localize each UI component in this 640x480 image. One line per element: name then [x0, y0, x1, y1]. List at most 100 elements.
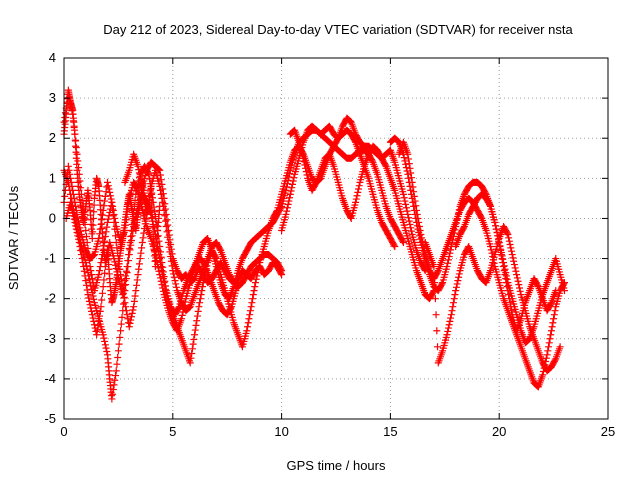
data-point [162, 222, 170, 230]
data-point [69, 212, 77, 220]
plot-frame [63, 57, 609, 420]
data-point [511, 264, 519, 272]
data-point [406, 164, 414, 172]
data-point [104, 218, 112, 226]
data-point [178, 311, 186, 319]
data-point [128, 232, 136, 240]
data-point [123, 263, 131, 271]
data-point [88, 289, 96, 297]
data-point [132, 190, 140, 198]
data-point [432, 311, 440, 319]
x-tick-label: 15 [383, 424, 397, 439]
data-point [449, 303, 457, 311]
data-point [405, 155, 413, 163]
data-point [122, 303, 130, 311]
data-point [68, 182, 76, 190]
data-point [137, 249, 145, 257]
data-point [212, 253, 220, 261]
data-point [122, 307, 130, 315]
data-point [492, 222, 500, 230]
data-point [282, 210, 290, 218]
data-point [249, 291, 257, 299]
data-point [83, 286, 91, 294]
data-point [93, 331, 101, 339]
series-track-i [121, 150, 286, 287]
data-point [197, 291, 205, 299]
data-point [401, 197, 409, 205]
data-point [201, 261, 209, 269]
data-point [503, 229, 511, 237]
data-point [290, 174, 298, 182]
data-point [408, 178, 416, 186]
data-point [178, 315, 186, 323]
data-point [549, 319, 557, 327]
data-point [415, 222, 423, 230]
data-point [507, 303, 515, 311]
data-point [122, 281, 130, 289]
data-point [87, 304, 95, 312]
data-point [81, 272, 89, 280]
data-point [245, 315, 253, 323]
data-point [71, 218, 79, 226]
data-point [560, 280, 568, 288]
data-point [146, 175, 154, 183]
data-point [403, 207, 411, 215]
y-tick-label: -1 [44, 251, 56, 266]
data-point [148, 214, 156, 222]
x-tick-label: 0 [60, 424, 67, 439]
data-point [417, 230, 425, 238]
data-point [497, 247, 505, 255]
data-point [82, 281, 90, 289]
data-point [109, 212, 117, 220]
data-point [543, 351, 551, 359]
data-point [126, 246, 134, 254]
data-point [545, 339, 553, 347]
data-point [67, 178, 75, 186]
data-point [444, 327, 452, 335]
data-point [156, 255, 164, 263]
data-point [507, 244, 515, 252]
data-point [103, 347, 111, 355]
data-point [111, 376, 119, 384]
data-point [80, 267, 88, 275]
data-point [354, 185, 362, 193]
data-point [446, 249, 454, 257]
data-point [283, 204, 291, 212]
data-point [450, 299, 458, 307]
data-point [101, 269, 109, 277]
data-point [161, 277, 169, 285]
data-point [246, 307, 254, 315]
data-point [123, 269, 131, 277]
data-point [446, 317, 454, 325]
data-point [122, 267, 130, 275]
data-point [126, 239, 134, 247]
data-point [156, 202, 164, 210]
data-point [503, 283, 511, 291]
data-point [300, 158, 308, 166]
data-point [302, 164, 310, 172]
data-point [550, 315, 558, 323]
data-point [453, 280, 461, 288]
series-track-j [60, 86, 164, 307]
data-point [249, 295, 257, 303]
data-point [133, 187, 141, 195]
data-point [246, 311, 254, 319]
data-point [156, 166, 164, 174]
data-point [70, 215, 78, 223]
data-point [109, 386, 117, 394]
data-point [101, 192, 109, 200]
data-point [400, 194, 408, 202]
data-point [170, 270, 178, 278]
data-point [508, 251, 516, 259]
data-point [495, 239, 503, 247]
data-point [390, 241, 398, 249]
data-point [492, 225, 500, 233]
data-point [433, 327, 441, 335]
x-tick-label: 25 [601, 424, 615, 439]
data-point [410, 188, 418, 196]
data-point [95, 317, 103, 325]
data-point [117, 320, 125, 328]
data-point [98, 296, 106, 304]
data-point [135, 166, 143, 174]
series-track-h [452, 190, 560, 335]
